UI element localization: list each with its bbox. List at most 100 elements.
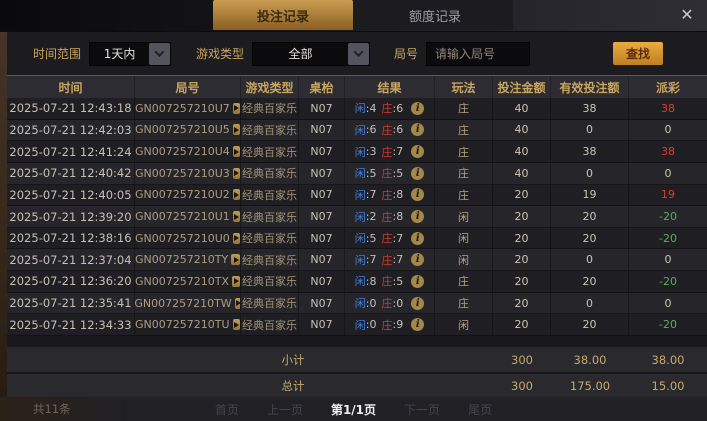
row-game-type: 经典百家乐 [241,271,299,292]
row-play-type: 庄 [435,271,493,292]
table-row: 2025-07-21 12:37:04 GN007257210TY 经典百家乐 … [7,249,707,272]
row-time: 2025-07-21 12:35:41 [7,292,135,314]
table-body: 2025-07-21 12:43:18 GN007257210U7 经典百家乐 … [7,98,707,337]
banker-score: :9 [392,318,404,332]
row-result: 闲:3 庄:7 i [345,141,435,162]
row-payout: -20 [659,318,677,332]
row-play-type: 庄 [435,119,493,141]
info-icon[interactable]: i [411,274,425,288]
player-label: 闲 [354,167,366,181]
play-icon[interactable] [232,319,240,331]
row-play-type: 庄 [435,184,493,206]
info-icon[interactable]: i [411,253,425,267]
row-game-type: 经典百家乐 [241,314,299,336]
tab-betting-records[interactable]: 投注记录 [213,0,353,30]
table-row: 2025-07-21 12:36:20 GN007257210TX 经典百家乐 … [7,271,707,293]
banker-label: 庄 [381,123,393,137]
play-icon[interactable] [232,102,240,114]
row-result: 闲:0 庄:9 i [345,314,435,336]
info-icon[interactable]: i [411,123,425,137]
player-score: :2 [365,210,377,224]
player-label: 闲 [354,275,366,289]
pagination-item[interactable]: 首页 [214,402,239,417]
row-valid-bet: 38 [551,141,629,162]
game-type-label: 游戏类型 [196,47,245,61]
play-icon[interactable] [232,124,240,136]
row-bet-amount: 40 [493,98,551,119]
pagination-item[interactable]: 第1/1页 [330,402,377,417]
player-label: 闲 [354,297,366,311]
close-icon[interactable]: ✕ [680,5,694,24]
table-row: 2025-07-21 12:34:33 GN007257210TU 经典百家乐 … [7,314,707,337]
row-time: 2025-07-21 12:43:18 [7,98,135,119]
round-id: GN007257210TY [135,253,229,267]
row-game-type: 经典百家乐 [241,98,299,119]
banker-label: 庄 [381,232,393,246]
row-valid-bet: 38 [551,98,629,119]
pagination-item[interactable]: 上一页 [266,402,303,417]
row-time: 2025-07-21 12:40:42 [7,162,135,184]
row-round: GN007257210TX [135,271,241,292]
time-range-select[interactable]: 1天内 [89,41,172,66]
game-type-select[interactable]: 全部 [252,41,371,66]
column-header: 局号 [135,76,241,98]
play-icon[interactable] [232,167,240,179]
row-time: 2025-07-21 12:34:33 [7,314,135,336]
banker-score: :6 [392,123,404,137]
row-bet-amount: 20 [493,292,551,314]
info-icon[interactable]: i [411,188,425,202]
play-icon[interactable] [232,146,240,158]
table-row: 2025-07-21 12:35:41 GN007257210TW 经典百家乐 … [7,292,707,315]
row-round: GN007257210TU [135,314,241,336]
row-time: 2025-07-21 12:37:04 [7,249,135,271]
records-table: 时间 局号 游戏类型 桌枱 结果 玩法 投注金额 有效投注额 派彩 2025-07-21 12:… [7,75,707,397]
info-icon[interactable]: i [411,231,425,245]
row-result: 闲:5 庄:7 i [345,227,435,249]
row-bet-amount: 20 [493,314,551,336]
player-score: :4 [365,101,377,115]
row-time: 2025-07-21 12:40:05 [7,184,135,206]
info-icon[interactable]: i [411,318,425,332]
row-table-id: N07 [299,292,345,314]
column-header: 玩法 [435,76,493,98]
round-id: GN007257210U1 [135,210,230,224]
player-label: 闲 [354,232,366,246]
row-valid-bet: 20 [551,271,629,292]
play-icon[interactable] [231,254,240,266]
total-label: 总计 [281,378,305,393]
banker-label: 庄 [381,297,393,311]
row-bet-amount: 20 [493,227,551,249]
row-bet-amount: 20 [493,206,551,227]
info-icon[interactable]: i [411,296,425,310]
round-number-input[interactable] [426,41,531,66]
player-score: :0 [365,296,377,310]
row-bet-amount: 40 [493,141,551,162]
play-icon[interactable] [232,232,240,244]
round-number-label: 局号 [394,47,419,61]
play-icon[interactable] [234,297,240,309]
pagination-item[interactable]: 尾页 [468,402,493,417]
row-round: GN007257210U0 [135,227,241,249]
tab-quota-records[interactable]: 额度记录 [357,0,513,30]
search-button[interactable]: 查找 [613,42,663,65]
play-icon[interactable] [232,275,240,287]
column-header: 游戏类型 [241,76,299,98]
pagination-item[interactable]: 下一页 [404,402,441,417]
row-time: 2025-07-21 12:42:03 [7,119,135,141]
info-icon[interactable]: i [411,101,425,115]
pagination: 首页 上一页 第1/1页 下一页 尾页 [215,401,492,418]
chevron-down-icon [348,42,370,65]
row-table-id: N07 [299,119,345,141]
banker-score: :7 [392,253,404,267]
play-icon[interactable] [232,211,240,223]
row-play-type: 庄 [435,98,493,119]
info-icon[interactable]: i [411,145,425,159]
round-id: GN007257210U7 [135,101,230,115]
info-icon[interactable]: i [411,166,425,180]
info-icon[interactable]: i [411,210,425,224]
column-header: 派彩 [655,80,680,95]
play-icon[interactable] [232,189,240,201]
row-payout: 0 [664,296,672,310]
total-bet: 300 [511,378,533,393]
